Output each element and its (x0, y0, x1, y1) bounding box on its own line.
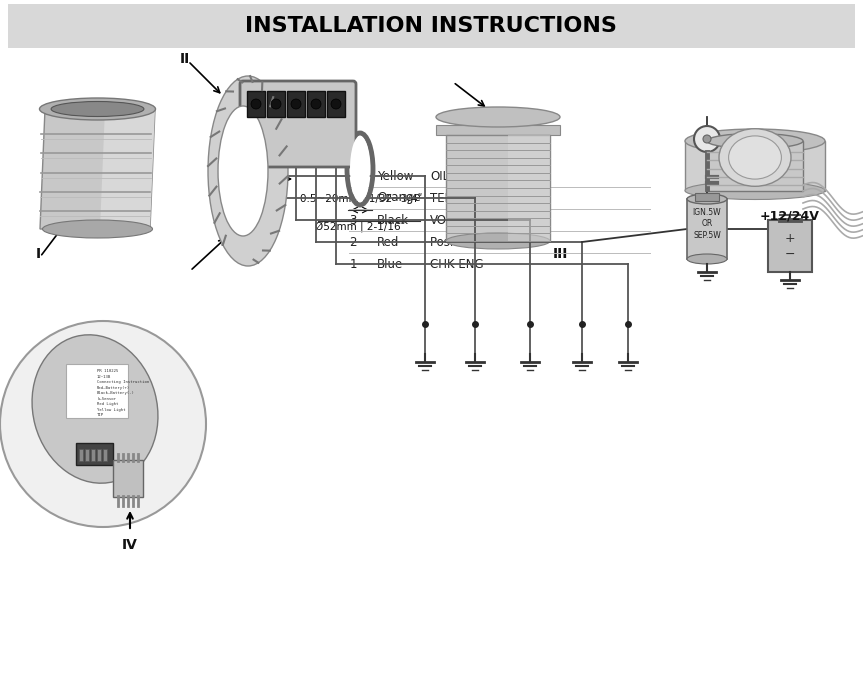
Ellipse shape (40, 98, 155, 120)
FancyBboxPatch shape (85, 449, 89, 461)
Polygon shape (100, 109, 155, 229)
Text: IGN.5W
OR
SEP.5W: IGN.5W OR SEP.5W (693, 208, 721, 240)
Text: II: II (180, 52, 190, 66)
Circle shape (291, 99, 301, 109)
Polygon shape (687, 199, 727, 259)
Circle shape (251, 99, 261, 109)
Ellipse shape (685, 181, 825, 200)
FancyBboxPatch shape (287, 91, 305, 117)
FancyBboxPatch shape (113, 460, 143, 497)
Ellipse shape (42, 220, 153, 238)
Text: +: + (784, 231, 796, 244)
Text: 5: 5 (350, 170, 357, 183)
Ellipse shape (728, 136, 781, 179)
Ellipse shape (32, 334, 158, 483)
Ellipse shape (687, 254, 727, 264)
FancyBboxPatch shape (327, 91, 345, 117)
Polygon shape (40, 109, 155, 229)
FancyBboxPatch shape (267, 91, 285, 117)
FancyBboxPatch shape (97, 449, 101, 461)
Text: TEMP: TEMP (430, 192, 462, 205)
Polygon shape (685, 141, 825, 191)
Ellipse shape (208, 76, 288, 266)
Text: Red Light: Red Light (97, 402, 118, 406)
FancyBboxPatch shape (8, 4, 855, 48)
Ellipse shape (719, 129, 791, 186)
Text: CHK ENG: CHK ENG (430, 257, 483, 270)
Text: 12~13B: 12~13B (97, 375, 111, 378)
Circle shape (0, 321, 206, 527)
Circle shape (694, 126, 720, 152)
Text: IV: IV (122, 538, 138, 552)
FancyBboxPatch shape (307, 91, 325, 117)
Ellipse shape (350, 136, 370, 202)
Polygon shape (436, 125, 560, 135)
Text: OIL: OIL (430, 170, 449, 183)
Text: 2: 2 (350, 235, 357, 248)
Polygon shape (707, 141, 803, 191)
Text: TIP: TIP (97, 413, 104, 417)
Text: Orange: Orange (377, 192, 421, 205)
Text: 1: 1 (350, 257, 357, 270)
Ellipse shape (51, 101, 144, 116)
Text: Ø52mm | 2-1/16ʺ: Ø52mm | 2-1/16ʺ (315, 222, 406, 233)
FancyBboxPatch shape (76, 443, 113, 465)
Text: +12/24V: +12/24V (760, 209, 820, 222)
Circle shape (331, 99, 341, 109)
Ellipse shape (436, 107, 560, 127)
Text: III: III (552, 247, 568, 261)
Text: −: − (784, 248, 795, 261)
Text: Red: Red (377, 235, 400, 248)
Circle shape (703, 135, 711, 143)
Text: 4: 4 (350, 192, 357, 205)
Text: Yellow: Yellow (377, 170, 413, 183)
Text: Black: Black (377, 213, 409, 226)
Text: INSTALLATION INSTRUCTIONS: INSTALLATION INSTRUCTIONS (245, 16, 617, 36)
Text: Positive Pole: Positive Pole (430, 235, 504, 248)
Text: 3: 3 (350, 213, 357, 226)
Circle shape (271, 99, 281, 109)
Circle shape (311, 99, 321, 109)
FancyBboxPatch shape (768, 220, 812, 272)
Ellipse shape (446, 233, 550, 249)
FancyBboxPatch shape (247, 91, 265, 117)
FancyBboxPatch shape (103, 449, 107, 461)
Text: Blue: Blue (377, 257, 403, 270)
Polygon shape (508, 135, 550, 241)
Text: PR 110225: PR 110225 (97, 369, 118, 373)
FancyBboxPatch shape (66, 364, 128, 418)
FancyBboxPatch shape (91, 449, 95, 461)
Text: Red—Battery(+): Red—Battery(+) (97, 386, 130, 389)
Text: 0.5~20mm | 1/32~3/4ʺ: 0.5~20mm | 1/32~3/4ʺ (300, 194, 422, 205)
Text: Black—Battery(-): Black—Battery(-) (97, 391, 135, 395)
Text: VOLTS: VOLTS (430, 213, 467, 226)
FancyBboxPatch shape (240, 81, 356, 167)
Polygon shape (446, 135, 550, 241)
Ellipse shape (218, 106, 268, 236)
Ellipse shape (687, 194, 727, 204)
Text: Yellow Light: Yellow Light (97, 408, 125, 412)
Text: Connecting Instruction: Connecting Instruction (97, 380, 149, 384)
Ellipse shape (685, 129, 825, 153)
FancyBboxPatch shape (695, 193, 719, 201)
Text: I: I (35, 247, 41, 261)
FancyBboxPatch shape (79, 449, 83, 461)
Ellipse shape (707, 133, 803, 148)
Text: k—Sensor: k—Sensor (97, 397, 116, 401)
